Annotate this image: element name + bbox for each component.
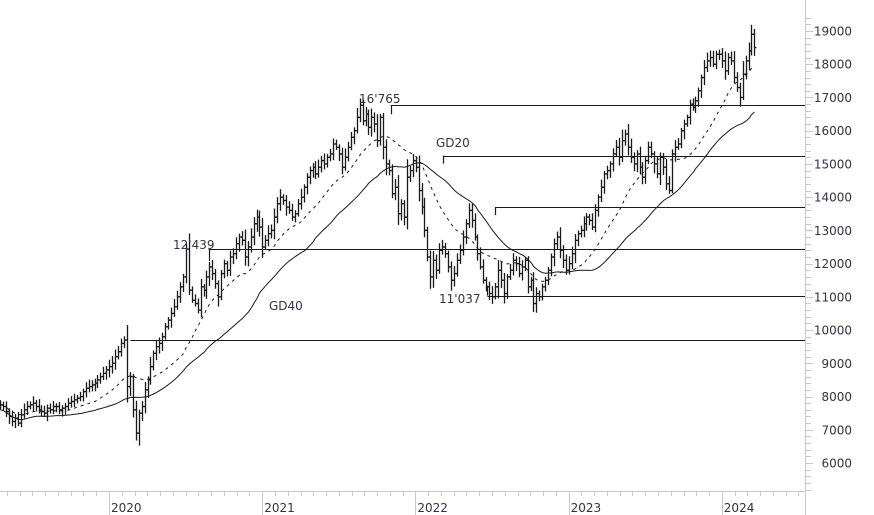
x-tick-label: 2023: [571, 501, 602, 515]
y-tick-label: 15000: [814, 157, 852, 171]
gd40-path: [0, 111, 755, 421]
y-tick-label: 10000: [814, 324, 852, 338]
y-tick-label: 8000: [821, 390, 852, 404]
x-axis: 2020 2021 2022 2023 2024: [0, 491, 805, 515]
y-tick-label: 16000: [814, 124, 852, 138]
y-tick-label: 13000: [814, 224, 852, 238]
price-level-label: 16'765: [359, 92, 400, 106]
x-tick-label: 2022: [417, 501, 448, 515]
y-tick-label: 19000: [814, 25, 852, 39]
ma-label: GD40: [269, 299, 303, 313]
y-tick-label: 12000: [814, 257, 852, 271]
y-tick-label: 18000: [814, 58, 852, 72]
gd20-path: [0, 65, 755, 416]
price-level-label: 11'037: [439, 292, 480, 306]
y-tick-label: 6000: [821, 457, 852, 471]
y-tick-label: 11000: [814, 290, 852, 304]
y-tick-label: 17000: [814, 91, 852, 105]
x-tick-label: 2021: [264, 501, 295, 515]
price-level-label: 12'439: [173, 238, 214, 252]
x-tick-label: 2024: [724, 501, 755, 515]
y-axis: 6000 7000 8000 9000 10000 11000 12000 13000 1400…: [805, 0, 852, 515]
ma-label: GD20: [436, 136, 470, 150]
price-bars: [0, 24, 757, 446]
x-tick-label: 2020: [111, 501, 142, 515]
y-tick-label: 9000: [821, 357, 852, 371]
gd20-moving-average-line: [0, 65, 755, 416]
chart-annotations: 16'765 12'439 11'037 GD20 GD40: [173, 92, 480, 313]
y-tick-label: 14000: [814, 191, 852, 205]
gd40-moving-average-line: [0, 111, 755, 421]
y-tick-label: 7000: [821, 423, 852, 437]
